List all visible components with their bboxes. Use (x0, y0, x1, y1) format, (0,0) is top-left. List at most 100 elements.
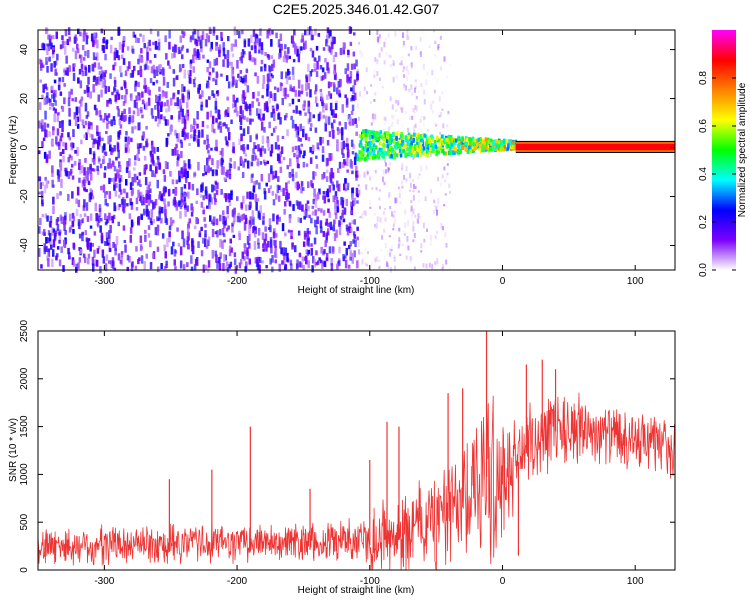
spectrogram-cell (73, 160, 77, 166)
spectrogram-cell (249, 135, 252, 143)
spectrogram-cell (388, 126, 391, 131)
spectrogram-cell (128, 213, 132, 220)
spectrogram-cell (356, 200, 359, 204)
spectrogram-cell (332, 109, 335, 118)
spectrogram-cell (408, 88, 411, 93)
spectrogram-cell (107, 100, 110, 104)
spectrogram-cell (439, 35, 442, 40)
spectrogram-cell (276, 135, 280, 142)
spectrogram-cell (67, 97, 71, 107)
spectrogram-cell (52, 239, 56, 248)
signal-cell (449, 135, 453, 139)
spectrogram-cell (230, 61, 234, 69)
spectrogram-cell (410, 206, 413, 213)
spectrogram-cell (233, 207, 236, 216)
spectrogram-cell (212, 93, 216, 98)
spectrogram-cell (102, 155, 106, 164)
spectrogram-cell (113, 184, 116, 191)
spectrogram-cell (404, 57, 407, 62)
spectrogram-cell (236, 196, 239, 201)
spectrogram-cell (186, 109, 189, 117)
spectrogram-cell (238, 216, 242, 223)
spectrogram-cell (44, 83, 47, 89)
spectrogram-cell (74, 117, 78, 126)
spectrogram-cell (175, 202, 179, 211)
signal-cell (364, 139, 368, 144)
spectrogram-cell (123, 199, 126, 208)
spectrogram-cell (332, 82, 336, 86)
spectrogram-cell (181, 84, 184, 93)
spectrogram-cell (61, 123, 64, 133)
spectrogram-cell (251, 210, 255, 219)
spectrogram-cell (320, 75, 324, 81)
spectrogram-cell (309, 70, 313, 77)
colorbar-ticks: 0.00.20.40.60.8 (698, 71, 736, 277)
spectrogram-cell (135, 207, 139, 211)
spectrogram-cell (177, 46, 181, 55)
spectrogram-cell (242, 75, 246, 82)
signal-cell (494, 147, 498, 152)
spectrogram-cell (249, 109, 252, 116)
spectrogram-cell (395, 74, 398, 80)
spectrogram-cell (211, 228, 215, 238)
signal-cell (402, 149, 406, 153)
spectrogram-cell (246, 105, 250, 110)
spectrogram-cell (104, 54, 107, 61)
spectrogram-cell (331, 125, 334, 132)
spectrogram-cell (271, 171, 275, 180)
spectrogram-cell (307, 100, 310, 107)
spectrogram-cell (431, 109, 434, 114)
spectrogram-cell (131, 126, 134, 134)
spectrogram-cell (52, 184, 55, 188)
signal-cell (370, 130, 373, 135)
spectrogram-cell (413, 233, 416, 239)
spectrogram-cell (223, 223, 226, 229)
spectrogram-cell (145, 125, 148, 130)
spectrogram-cell (260, 121, 264, 131)
spectrogram-cell (250, 174, 253, 183)
spectrogram-cell (244, 81, 247, 86)
spectrogram-cell (319, 88, 323, 93)
spectrogram-cell (115, 156, 118, 161)
spectrogram-cell (236, 60, 239, 69)
spectrogram-cell (137, 189, 140, 198)
spectrogram-cell (308, 115, 312, 122)
spectrogram-cell (300, 143, 303, 147)
spectrogram-cell (352, 239, 355, 244)
spectrogram-cell (91, 168, 94, 172)
spectrogram-cell (192, 79, 196, 85)
spectrogram-cell (269, 91, 272, 96)
spectrogram-cell (444, 232, 447, 238)
spectrogram-cell (74, 150, 77, 154)
spectrogram-cell (354, 152, 358, 159)
spectrogram-cell (305, 203, 308, 211)
spectrogram-cell (308, 112, 312, 116)
spectrogram-cell (122, 36, 126, 41)
spectrogram-cell (358, 249, 360, 255)
spectrogram-cell (136, 143, 140, 149)
spectrogram-cell (111, 216, 115, 224)
spectrogram-cell (166, 99, 169, 107)
spectrogram-cell (90, 172, 93, 181)
spectrogram-cell (286, 252, 289, 262)
spectrogram-cell (68, 65, 71, 72)
spectrogram-cell (417, 190, 420, 193)
spectrogram-cell (145, 103, 148, 111)
spectrogram-cell (127, 147, 130, 153)
spectrogram-cell (200, 201, 204, 208)
spectrogram-cell (280, 160, 283, 164)
signal-cell (484, 137, 488, 142)
x-tick-label: 100 (627, 276, 644, 287)
spectrogram-cell (149, 217, 153, 223)
signal-cell (444, 151, 447, 156)
spectrogram-cell (179, 35, 182, 43)
spectrogram-cell (333, 84, 336, 92)
spectrogram-cell (245, 204, 248, 211)
spectrogram-cell (350, 139, 354, 147)
spectrogram-cell (428, 45, 431, 49)
spectrogram-cell (248, 258, 251, 265)
spectrogram-cell (255, 180, 258, 185)
spectrogram-cell (302, 161, 306, 168)
spectrogram-cell (58, 121, 62, 128)
spectrogram-cell (356, 226, 359, 231)
